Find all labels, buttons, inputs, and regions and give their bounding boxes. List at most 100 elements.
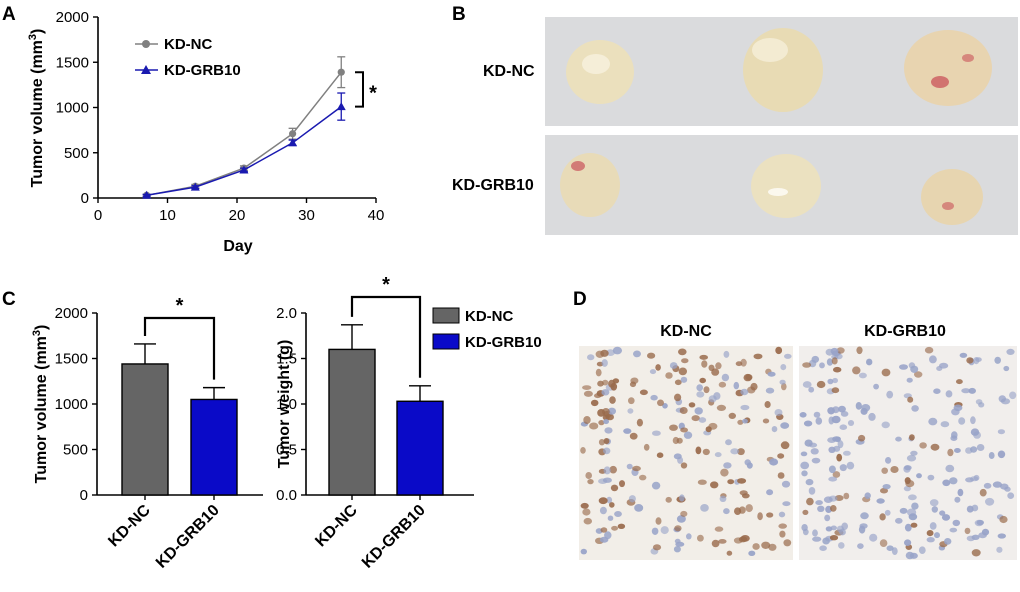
unstained-nucleus xyxy=(827,378,834,385)
stained-nucleus xyxy=(979,488,987,497)
stained-nucleus xyxy=(697,479,707,485)
x-tick-label: KD-GRB10 xyxy=(359,502,429,572)
stained-nucleus xyxy=(657,399,664,407)
unstained-nucleus xyxy=(828,476,838,482)
unstained-nucleus xyxy=(626,463,633,470)
unstained-nucleus xyxy=(650,394,658,401)
unstained-nucleus xyxy=(766,489,774,496)
unstained-nucleus xyxy=(828,465,836,474)
chart-a-ylabel: Tumor volume (mm3) xyxy=(27,29,46,188)
unstained-nucleus xyxy=(1006,348,1015,355)
stained-nucleus xyxy=(831,387,840,394)
y-tick-label: 500 xyxy=(63,442,88,459)
ihc-image-kd-nc xyxy=(579,346,793,560)
stained-nucleus xyxy=(674,393,682,402)
chart-a-xlabel: Day xyxy=(223,238,252,255)
bar xyxy=(121,363,169,496)
stained-nucleus xyxy=(904,477,911,485)
unstained-nucleus xyxy=(819,545,827,551)
significance-star: * xyxy=(369,82,377,104)
stained-nucleus xyxy=(632,465,641,472)
stained-nucleus xyxy=(745,504,753,513)
stained-nucleus xyxy=(639,474,647,481)
unstained-nucleus xyxy=(832,436,841,442)
stained-nucleus xyxy=(583,416,591,424)
stained-nucleus xyxy=(879,513,886,521)
stained-nucleus xyxy=(589,422,599,430)
unstained-nucleus xyxy=(939,510,946,516)
stained-nucleus xyxy=(598,439,605,446)
unstained-nucleus xyxy=(899,364,908,370)
unstained-nucleus xyxy=(779,379,786,385)
unstained-nucleus xyxy=(602,477,612,483)
unstained-nucleus xyxy=(861,404,871,412)
unstained-nucleus xyxy=(909,552,918,559)
unstained-nucleus xyxy=(782,501,791,507)
unstained-nucleus xyxy=(778,511,786,518)
unstained-nucleus xyxy=(961,388,971,394)
x-tick-label: 20 xyxy=(229,207,246,224)
unstained-nucleus xyxy=(780,422,790,429)
significance-star: * xyxy=(382,274,390,296)
series-line xyxy=(146,71,342,197)
stained-nucleus xyxy=(711,539,720,548)
unstained-nucleus xyxy=(957,488,964,497)
unstained-nucleus xyxy=(830,347,839,355)
stained-nucleus xyxy=(971,549,981,557)
unstained-nucleus xyxy=(933,388,941,395)
unstained-nucleus xyxy=(841,522,848,530)
unstained-nucleus xyxy=(801,470,808,477)
unstained-nucleus xyxy=(694,407,703,415)
stained-nucleus xyxy=(680,427,688,433)
unstained-nucleus xyxy=(676,515,686,523)
unstained-nucleus xyxy=(908,494,917,501)
unstained-nucleus xyxy=(679,494,685,502)
series-line xyxy=(146,105,342,197)
stained-nucleus xyxy=(643,443,650,451)
unstained-nucleus xyxy=(958,417,966,425)
unstained-nucleus xyxy=(781,480,791,488)
y-tick-label: 0 xyxy=(80,487,88,504)
unstained-nucleus xyxy=(997,450,1006,459)
unstained-nucleus xyxy=(858,372,867,379)
stained-nucleus xyxy=(674,379,682,386)
stained-nucleus xyxy=(881,467,888,474)
unstained-nucleus xyxy=(918,546,926,554)
stained-nucleus xyxy=(676,437,683,444)
stained-nucleus xyxy=(702,448,710,456)
unstained-nucleus xyxy=(1003,365,1010,372)
unstained-nucleus xyxy=(869,533,878,542)
unstained-nucleus xyxy=(826,358,834,366)
unstained-nucleus xyxy=(985,497,995,506)
significance-bracket xyxy=(355,71,364,108)
significance-bracket xyxy=(143,316,216,380)
stained-nucleus xyxy=(688,402,696,408)
unstained-nucleus xyxy=(771,426,778,433)
unstained-nucleus xyxy=(910,450,918,456)
tumor-blood-spot xyxy=(571,161,585,171)
unstained-nucleus xyxy=(603,466,611,475)
unstained-nucleus xyxy=(744,459,751,466)
stained-nucleus xyxy=(783,539,792,547)
stained-nucleus xyxy=(764,401,771,408)
tumor xyxy=(743,28,823,112)
unstained-nucleus xyxy=(971,504,979,512)
unstained-nucleus xyxy=(696,391,705,398)
unstained-nucleus xyxy=(953,404,963,412)
unstained-nucleus xyxy=(623,428,632,434)
tumor xyxy=(904,30,992,106)
stained-nucleus xyxy=(924,346,934,354)
panel-d-letter: D xyxy=(573,289,587,310)
photo-row-label-kd-grb10: KD-GRB10 xyxy=(452,177,534,194)
stained-nucleus xyxy=(737,419,744,425)
stained-nucleus xyxy=(738,506,746,514)
bar xyxy=(396,400,444,496)
unstained-nucleus xyxy=(811,355,820,363)
data-point xyxy=(190,182,200,191)
x-tick-label: 30 xyxy=(298,207,315,224)
stained-nucleus xyxy=(761,541,771,549)
unstained-nucleus xyxy=(669,362,678,369)
unstained-nucleus xyxy=(885,457,892,464)
unstained-nucleus xyxy=(812,529,818,537)
